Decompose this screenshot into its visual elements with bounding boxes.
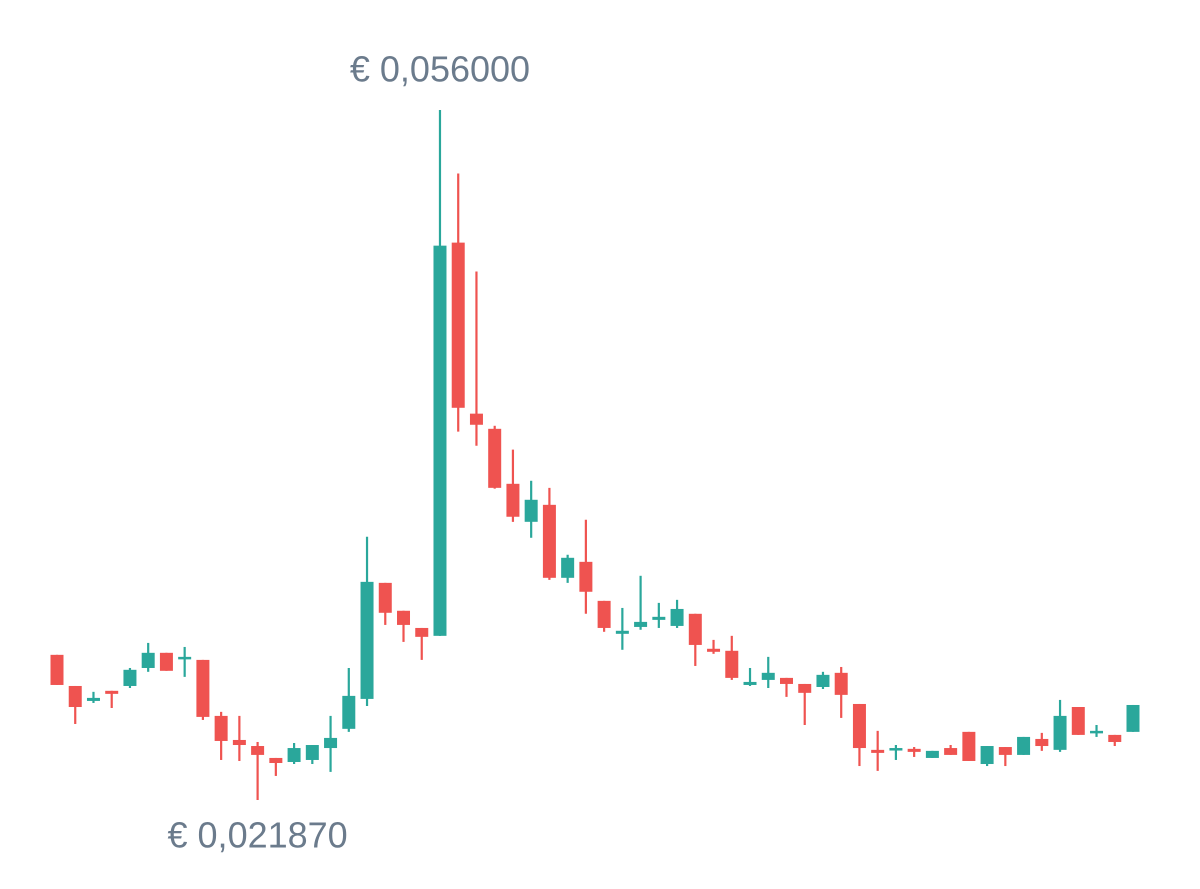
candle-body — [925, 750, 939, 758]
candle-body — [743, 681, 757, 685]
candle-body — [1053, 715, 1067, 750]
candle-body — [980, 746, 994, 765]
candle-body — [305, 745, 319, 760]
candle-body — [1126, 704, 1140, 732]
candle-body — [232, 739, 246, 746]
candle-body — [542, 504, 556, 578]
candle-body — [889, 748, 903, 751]
candle-body — [506, 483, 520, 517]
candle-body — [214, 715, 228, 741]
candle-body — [707, 648, 721, 652]
candle-body — [50, 654, 64, 685]
candle-body — [579, 561, 593, 592]
candle-body — [962, 731, 976, 761]
candle-body — [1108, 734, 1122, 742]
candle-body — [634, 621, 648, 627]
candle-body — [998, 747, 1012, 755]
candle-body — [324, 737, 338, 749]
candle-body — [433, 245, 447, 636]
candle-body — [141, 652, 155, 668]
candle-body — [1035, 738, 1049, 747]
candle-body — [397, 610, 411, 625]
candle-body — [68, 685, 82, 708]
candle-body — [251, 746, 265, 755]
candle-body — [86, 697, 100, 701]
candle-body — [378, 582, 392, 613]
candle-body — [105, 690, 119, 694]
price-annotation: € 0,056000 — [350, 49, 530, 90]
candle-body — [488, 428, 502, 488]
candle-body — [871, 749, 885, 753]
candle-body — [725, 650, 739, 678]
candle-body — [615, 630, 629, 634]
candle-body — [415, 627, 429, 637]
candle-body — [834, 672, 848, 695]
candle-body — [907, 748, 921, 752]
candle-body — [451, 242, 465, 408]
candle-body — [469, 413, 483, 425]
candle-body — [944, 748, 958, 755]
candle-body — [342, 695, 356, 729]
candle-body — [159, 652, 173, 671]
candle-body — [123, 669, 137, 686]
candle-body — [779, 677, 793, 684]
candle-body — [597, 600, 611, 628]
candle-body — [652, 616, 666, 620]
candle-body — [1090, 730, 1104, 734]
candle-body — [816, 674, 830, 687]
candle-body — [269, 757, 283, 764]
candle-body — [178, 656, 192, 660]
candle-body — [761, 672, 775, 680]
candle-body — [287, 748, 301, 762]
candle-body — [561, 557, 575, 578]
candle-body — [798, 683, 812, 693]
candle-body — [688, 613, 702, 645]
candle-body — [196, 659, 210, 717]
candle-body — [1071, 707, 1085, 735]
candle-body — [524, 499, 538, 522]
candle-body — [670, 608, 684, 626]
candle-body — [1017, 736, 1031, 755]
price-annotation: € 0,021870 — [168, 815, 348, 856]
candle-body — [360, 581, 374, 699]
candle-body — [852, 703, 866, 749]
